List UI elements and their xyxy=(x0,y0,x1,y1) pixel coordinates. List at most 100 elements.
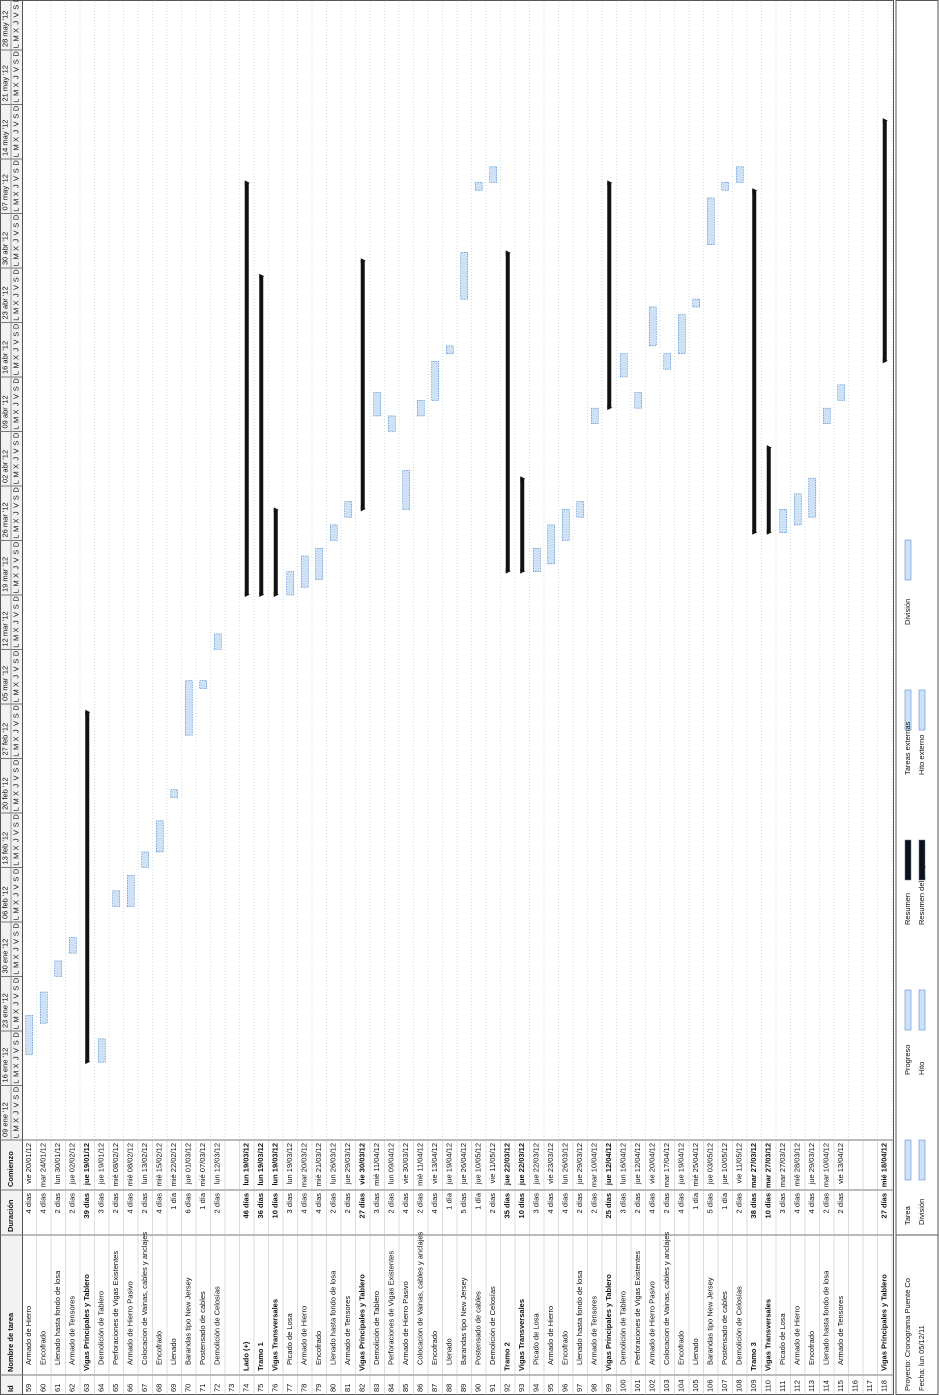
task-start: jue 29/03/12 xyxy=(343,1143,352,1185)
day-label: M xyxy=(11,35,20,41)
task-duration: 3 días xyxy=(97,1193,106,1214)
task-name: Armado de Hierro Pasivo xyxy=(401,1281,410,1365)
day-label: D xyxy=(11,105,20,111)
task-duration: 1 día xyxy=(198,1192,207,1210)
row-id: 117 xyxy=(865,1380,874,1392)
day-label: S xyxy=(11,114,20,119)
task-bar xyxy=(619,353,628,378)
task-bar xyxy=(286,571,295,596)
day-label: M xyxy=(11,907,20,913)
task-name: Postensado de cables xyxy=(474,1291,483,1365)
task-bar xyxy=(837,384,846,401)
task-start: lun 19/03/12 xyxy=(285,1143,294,1184)
row-id: 97 xyxy=(575,1384,584,1392)
task-duration: 46 días xyxy=(242,1193,251,1218)
task-duration: 2 días xyxy=(590,1193,599,1214)
row-id: 77 xyxy=(285,1384,294,1392)
task-name: Perforaciones de Vigas Existentes xyxy=(633,1251,642,1365)
day-label: X xyxy=(11,955,20,960)
task-bar xyxy=(25,1015,34,1055)
task-bar xyxy=(445,345,454,354)
task-name: Armado de Tensores xyxy=(343,1296,352,1365)
task-start: lun 13/02/12 xyxy=(140,1143,149,1184)
day-label: L xyxy=(11,317,20,321)
day-label: J xyxy=(11,1002,20,1006)
summary-bar xyxy=(607,182,612,409)
row-id: 92 xyxy=(503,1384,512,1392)
summary-bar xyxy=(520,478,525,572)
row-id: 64 xyxy=(97,1384,106,1392)
task-name: Colocacion de Vainas, cables y anclajes xyxy=(416,1231,425,1365)
row-id: 62 xyxy=(68,1384,77,1392)
day-label: X xyxy=(11,192,20,197)
task-start: lun 30/01/12 xyxy=(53,1143,62,1184)
day-label: D xyxy=(11,323,20,329)
task-name: Llenado hasta fondo de losa xyxy=(822,1270,831,1365)
row-id: 66 xyxy=(126,1384,135,1392)
row-id: 116 xyxy=(851,1380,860,1392)
task-start: mié 21/03/12 xyxy=(314,1143,323,1186)
row-id: 118 xyxy=(880,1380,889,1392)
day-label: L xyxy=(11,535,20,539)
row-id: 72 xyxy=(213,1384,222,1392)
day-label: V xyxy=(11,12,20,17)
row-id: 82 xyxy=(358,1384,367,1392)
day-label: J xyxy=(11,293,20,297)
task-name: Demolición de Celosías xyxy=(735,1286,744,1365)
task-name: Llenado xyxy=(169,1338,178,1365)
task-start: lun 19/03/12 xyxy=(242,1143,251,1186)
task-duration: 3 días xyxy=(778,1193,787,1214)
task-name: Demolición de Tablero xyxy=(97,1291,106,1365)
row-id: 108 xyxy=(735,1379,744,1392)
day-label: J xyxy=(11,75,20,79)
task-bar xyxy=(590,407,599,425)
task-start: jue 26/04/12 xyxy=(459,1143,468,1185)
day-label: V xyxy=(11,612,20,617)
task-bar xyxy=(663,353,672,370)
day-label: M xyxy=(11,689,20,695)
task-start: lun 26/03/12 xyxy=(561,1143,570,1184)
task-start: lun 09/04/12 xyxy=(387,1143,396,1184)
task-bar xyxy=(808,477,817,518)
task-name: Encofrado xyxy=(677,1331,686,1365)
legend-item: Tarea xyxy=(903,1205,912,1225)
day-label: M xyxy=(11,1071,20,1077)
summary-cap xyxy=(607,405,613,411)
day-label: L xyxy=(11,589,20,593)
task-duration: 1 día xyxy=(445,1192,454,1210)
task-bar xyxy=(648,306,657,347)
summary-cap xyxy=(505,250,511,256)
day-label: J xyxy=(11,729,20,733)
day-label: L xyxy=(11,1134,20,1138)
task-name: Picado de Losa xyxy=(285,1312,294,1365)
task-name: Vigas Principales y Tablero xyxy=(82,1274,91,1371)
task-name: Perforaciones de Vigas Existentes xyxy=(387,1251,396,1365)
task-name: Demolición de Tablero xyxy=(372,1291,381,1365)
day-label: D xyxy=(11,487,20,493)
legend-swatch xyxy=(918,1139,926,1181)
day-label: X xyxy=(11,573,20,578)
row-id: 109 xyxy=(749,1379,758,1392)
row-id: 63 xyxy=(82,1384,91,1392)
task-duration: 4 días xyxy=(546,1193,555,1214)
row-id: 100 xyxy=(619,1379,628,1392)
day-label: V xyxy=(11,830,20,835)
task-name: Barandas tipo New Jersey xyxy=(184,1277,193,1365)
week-label: 07 may '12 xyxy=(0,174,9,210)
summary-bar xyxy=(360,260,365,510)
day-label: X xyxy=(11,246,20,251)
week-label: 23 ene '12 xyxy=(0,993,9,1028)
task-duration: 4 días xyxy=(401,1193,410,1214)
task-duration: 1 día xyxy=(720,1192,729,1210)
task-name: Encofrado xyxy=(155,1331,164,1365)
task-start: jue 10/05/12 xyxy=(720,1143,729,1185)
week-label: 27 feb '12 xyxy=(0,723,9,756)
task-start: mar 24/01/12 xyxy=(39,1143,48,1187)
task-duration: 4 días xyxy=(155,1193,164,1214)
legend-swatch xyxy=(904,539,912,581)
task-name: Armado de Hierro xyxy=(24,1306,33,1365)
row-id: 68 xyxy=(155,1384,164,1392)
task-bar xyxy=(489,166,498,183)
summary-cap xyxy=(752,529,758,535)
